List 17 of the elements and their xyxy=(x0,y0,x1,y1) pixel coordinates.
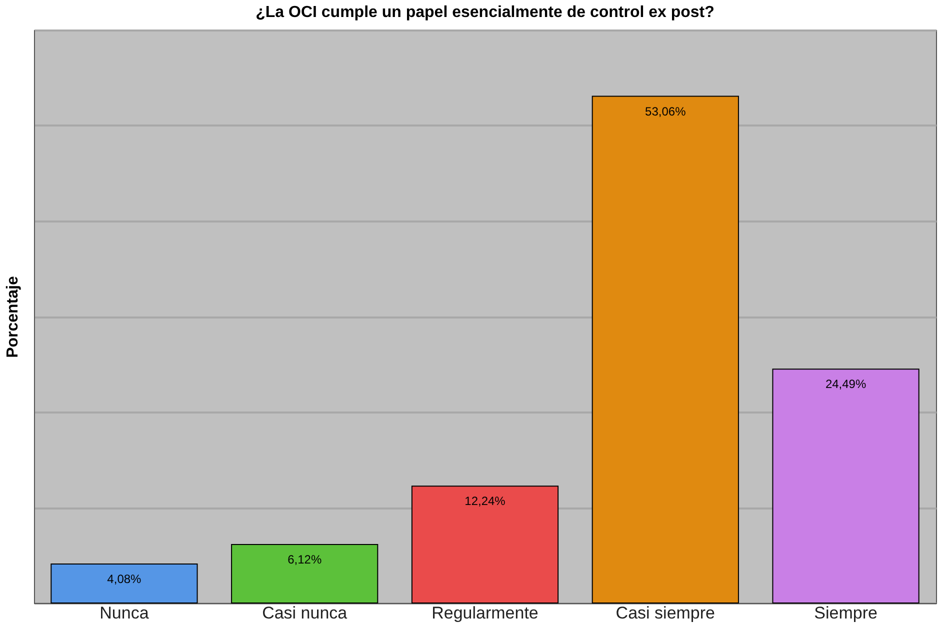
data-label: 12,24% xyxy=(464,494,506,508)
bar xyxy=(411,486,559,604)
data-label: 53,06% xyxy=(645,104,686,118)
bar xyxy=(50,564,198,604)
data-label: 24,49% xyxy=(825,377,866,392)
chart-title: ¿La OCI cumple un papel esencialmente de control ex post? xyxy=(256,4,714,21)
x-tick-label: Casi nunca xyxy=(262,604,348,622)
bar xyxy=(231,544,378,604)
data-label: 6,12% xyxy=(288,552,322,567)
bar xyxy=(772,368,920,604)
bar xyxy=(592,96,739,604)
x-tick-label: Casi siempre xyxy=(616,604,715,622)
x-tick-label: Nunca xyxy=(100,604,150,622)
x-tick-label: Siempre xyxy=(814,604,878,622)
data-label: 4,08% xyxy=(107,572,142,586)
y-axis-title: Porcentaje xyxy=(4,276,22,358)
x-tick-label: Regularmente xyxy=(432,604,538,622)
